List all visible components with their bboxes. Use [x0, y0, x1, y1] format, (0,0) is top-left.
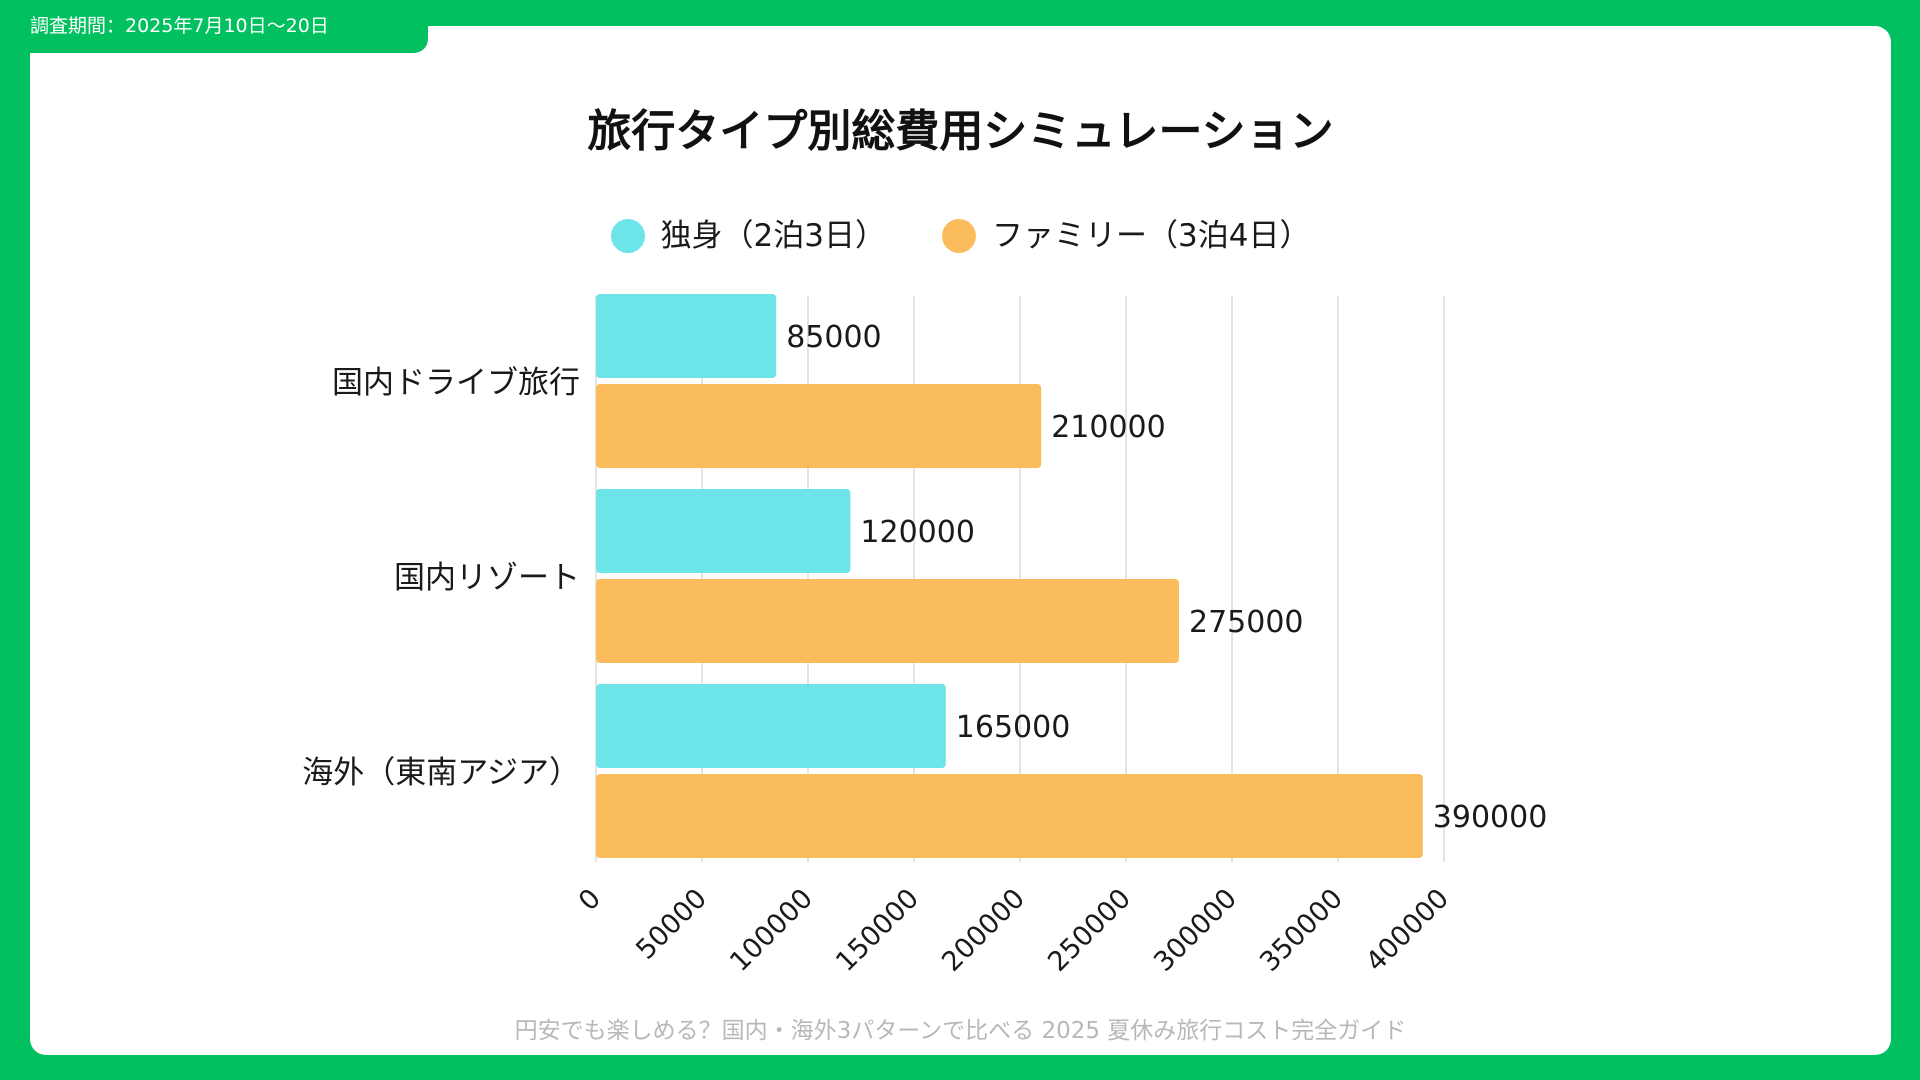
category-label: 国内リゾート	[394, 560, 580, 596]
legend-label-single: 独身（2泊3日）	[660, 218, 886, 254]
bar-family	[596, 384, 1042, 468]
bar-value-label: 85000	[786, 320, 881, 355]
x-tick-label: 50000	[630, 883, 713, 966]
x-axis-ticks: 0 50000 100000 150000 200000 250000 300000 3500…	[573, 883, 1455, 978]
bar-chart: 85000 210000 120000 275000 165000 390000 国内ドラ…	[302, 294, 1547, 978]
survey-period-label: 調査期間：2025年7月10日〜20日	[30, 15, 329, 37]
category-label: 国内ドライブ旅行	[332, 365, 580, 401]
x-tick-label: 150000	[830, 883, 925, 978]
bar-single	[596, 489, 851, 573]
bar-family	[596, 774, 1423, 858]
x-tick-label: 300000	[1148, 883, 1243, 978]
x-tick-label: 250000	[1042, 883, 1137, 978]
chart-legend: 独身（2泊3日） ファミリー（3泊4日）	[30, 216, 1891, 256]
legend-label-family: ファミリー（3泊4日）	[992, 218, 1311, 254]
chart-title: 旅行タイプ別総費用シミュレーション	[587, 106, 1334, 157]
x-tick-label: 400000	[1360, 883, 1455, 978]
legend-marker-single	[610, 219, 645, 253]
bar-value-label: 275000	[1189, 605, 1304, 640]
bar-value-label: 390000	[1433, 800, 1548, 835]
legend-item-family: ファミリー（3泊4日）	[942, 216, 1310, 256]
legend-item-single: 独身（2泊3日）	[610, 216, 886, 256]
bars	[596, 294, 1423, 858]
footer-caption: 円安でも楽しめる？国内・海外3パターンで比べる 2025 夏休み旅行コスト完全ガ…	[514, 1018, 1407, 1044]
x-tick-label: 200000	[936, 883, 1031, 978]
data-labels: 85000 210000 120000 275000 165000 390000	[786, 320, 1547, 835]
x-tick-label: 100000	[724, 883, 819, 978]
bar-value-label: 165000	[956, 710, 1071, 745]
x-tick-label: 350000	[1254, 883, 1349, 978]
bar-value-label: 120000	[860, 515, 975, 550]
legend-marker-family	[942, 219, 976, 253]
category-label: 海外（東南アジア）	[302, 755, 580, 791]
x-tick-label: 0	[573, 883, 607, 917]
bar-family	[596, 579, 1179, 663]
bar-value-label: 210000	[1051, 410, 1166, 445]
chart-card: 旅行タイプ別総費用シミュレーション 独身（2泊3日） ファミリー（3泊4日） 8…	[30, 26, 1891, 1055]
survey-period-tab: 調査期間：2025年7月10日〜20日	[0, 0, 428, 53]
bar-single	[596, 684, 946, 768]
bar-single	[596, 294, 777, 378]
